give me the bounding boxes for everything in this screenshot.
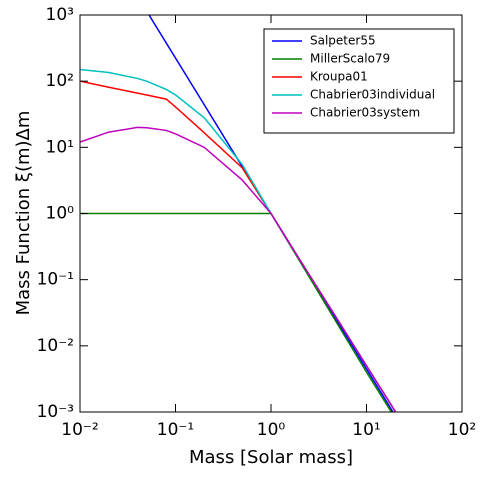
y-tick-label: 10² (46, 71, 74, 91)
x-tick-label: 10⁰ (257, 420, 286, 440)
legend-label: Salpeter55 (310, 34, 376, 48)
x-tick-label: 10⁻¹ (157, 420, 194, 440)
x-axis-label: Mass [Solar mass] (189, 447, 353, 468)
series-line (80, 212, 393, 412)
x-tick-label: 10² (448, 420, 476, 440)
y-tick-label: 10⁻³ (37, 402, 74, 422)
y-tick-label: 10³ (46, 5, 74, 25)
legend-label: Chabrier03system (310, 106, 420, 120)
plot-lines (80, 15, 396, 412)
legend-label: Chabrier03individual (310, 88, 435, 102)
y-tick-label: 10¹ (46, 137, 74, 157)
y-tick-label: 10⁰ (46, 204, 75, 224)
x-tick-label: 10¹ (352, 420, 380, 440)
legend-label: MillerScalo79 (310, 52, 390, 66)
y-axis-label: Mass Function ξ(m)Δm (13, 111, 34, 316)
legend-label: Kroupa01 (310, 70, 368, 84)
y-tick-label: 10⁻² (37, 336, 74, 356)
series-line (80, 126, 396, 412)
legend-box (263, 28, 455, 134)
series-line (148, 15, 394, 412)
x-tick-label: 10⁻² (61, 420, 98, 440)
y-tick-label: 10⁻¹ (37, 270, 74, 290)
